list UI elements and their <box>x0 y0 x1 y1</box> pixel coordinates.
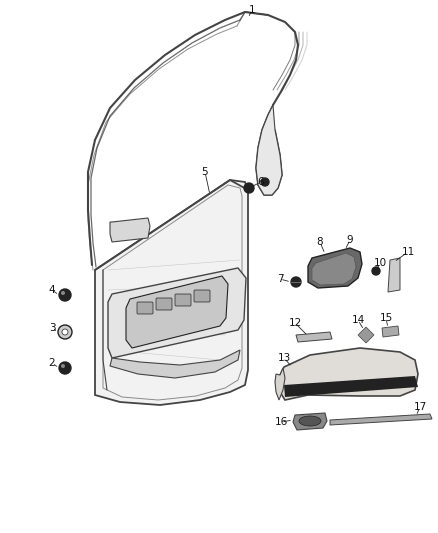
Circle shape <box>61 291 65 295</box>
Polygon shape <box>95 180 248 405</box>
Polygon shape <box>312 253 356 285</box>
Text: 17: 17 <box>413 402 427 412</box>
FancyBboxPatch shape <box>137 302 153 314</box>
Text: 8: 8 <box>317 237 323 247</box>
Polygon shape <box>308 248 362 288</box>
Circle shape <box>59 289 71 301</box>
Text: 12: 12 <box>288 318 302 328</box>
Circle shape <box>58 325 72 339</box>
Text: 11: 11 <box>401 247 415 257</box>
Polygon shape <box>284 376 418 397</box>
Polygon shape <box>293 413 327 430</box>
Circle shape <box>244 183 254 193</box>
Text: 9: 9 <box>347 235 353 245</box>
Text: 7: 7 <box>277 274 283 284</box>
Polygon shape <box>296 332 332 342</box>
Polygon shape <box>330 414 432 425</box>
Circle shape <box>59 362 71 374</box>
Circle shape <box>372 267 380 275</box>
Polygon shape <box>358 327 374 343</box>
Text: 13: 13 <box>277 353 291 363</box>
Text: 3: 3 <box>49 323 55 333</box>
Text: 5: 5 <box>201 167 208 177</box>
Circle shape <box>291 277 301 287</box>
Text: 6: 6 <box>258 177 264 187</box>
Text: 10: 10 <box>374 258 387 268</box>
Polygon shape <box>280 348 418 400</box>
Circle shape <box>61 364 65 368</box>
Circle shape <box>62 329 68 335</box>
FancyBboxPatch shape <box>156 298 172 310</box>
Polygon shape <box>126 276 228 348</box>
Polygon shape <box>108 268 246 358</box>
FancyBboxPatch shape <box>175 294 191 306</box>
Polygon shape <box>275 368 285 400</box>
Polygon shape <box>110 218 150 242</box>
Text: 15: 15 <box>379 313 392 323</box>
Text: 14: 14 <box>351 315 364 325</box>
Ellipse shape <box>299 416 321 426</box>
Circle shape <box>261 178 269 186</box>
Polygon shape <box>388 258 400 292</box>
Polygon shape <box>110 350 240 378</box>
Polygon shape <box>256 105 282 195</box>
Text: 16: 16 <box>274 417 288 427</box>
Text: 4: 4 <box>49 285 55 295</box>
Polygon shape <box>382 326 399 337</box>
Text: 1: 1 <box>249 5 255 15</box>
FancyBboxPatch shape <box>194 290 210 302</box>
Text: 2: 2 <box>49 358 55 368</box>
